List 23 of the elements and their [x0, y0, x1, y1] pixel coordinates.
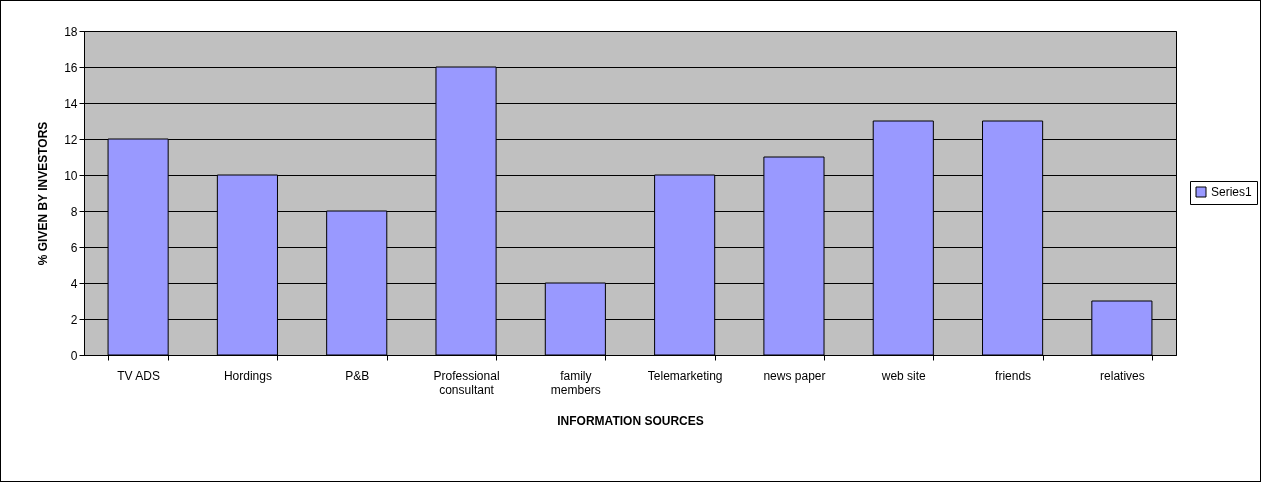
- x-tick-label: web site: [880, 368, 927, 383]
- x-tick-label: P&B: [345, 368, 370, 383]
- y-tick-label: 2: [70, 312, 78, 327]
- x-tick-label: friends: [995, 368, 1032, 383]
- x-tick-label: TV ADS: [117, 368, 160, 383]
- x-tick-label: relatives: [1100, 368, 1145, 383]
- x-tick-label: family members: [550, 368, 601, 397]
- y-tick-label: 10: [64, 168, 78, 183]
- legend-label: Series1: [1211, 185, 1253, 199]
- y-tick-label: 6: [70, 240, 78, 255]
- x-tick-label: Hordings: [223, 368, 272, 383]
- y-tick-label: 18: [64, 24, 78, 39]
- y-tick-label: 4: [70, 276, 78, 291]
- y-tick-label: 8: [70, 204, 78, 219]
- x-axis-title: INFORMATION SOURCES: [557, 413, 704, 428]
- y-tick-label: 16: [64, 60, 78, 75]
- y-tick-label: 12: [64, 132, 78, 147]
- x-tick-label: Telemarketing: [647, 368, 723, 383]
- y-axis-title: % GIVEN BY INVESTORS: [36, 121, 51, 266]
- y-tick-label: 0: [70, 348, 78, 363]
- y-tick-label: 14: [64, 96, 78, 111]
- x-tick-label: Professional consultant: [433, 368, 500, 397]
- x-tick-label: news paper: [763, 368, 826, 383]
